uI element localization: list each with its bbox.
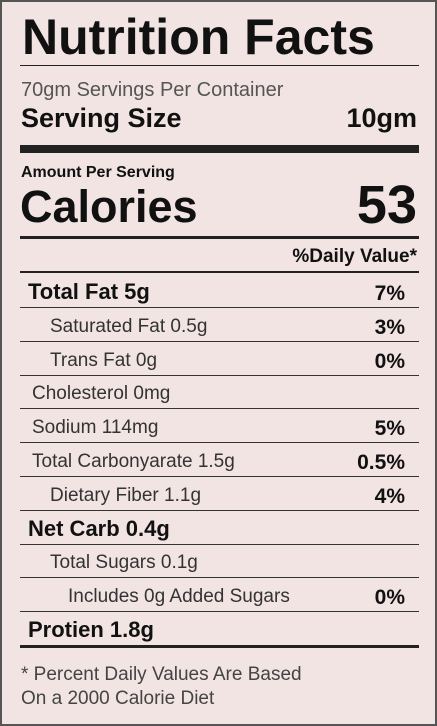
divider xyxy=(20,236,419,239)
row-label: Total Carbonyarate 1.5g xyxy=(32,451,235,472)
daily-value: 5% xyxy=(374,417,405,441)
serving-size-value: 10gm xyxy=(346,103,417,133)
divider xyxy=(20,645,419,648)
daily-value: 0.5% xyxy=(357,451,405,474)
daily-value: 7% xyxy=(374,282,405,305)
divider xyxy=(20,442,419,444)
row-label: Saturated Fat 0.5g xyxy=(50,315,208,337)
row-label: Total Fat 5g xyxy=(28,279,150,304)
row-label: Cholesterol 0mg xyxy=(32,383,171,405)
row-label: Dietary Fiber 1.1g xyxy=(50,484,202,506)
row-label: Trans Fat 0g xyxy=(50,349,158,371)
title: Nutrition Facts xyxy=(22,9,375,65)
divider xyxy=(20,611,419,613)
divider xyxy=(20,307,419,308)
divider xyxy=(20,408,419,410)
divider xyxy=(20,476,419,477)
calories-label: Calories xyxy=(20,181,198,232)
row-label: Net Carb 0.4g xyxy=(28,515,170,541)
row-label: Protien 1.8g xyxy=(28,617,154,642)
amount-label: Amount Per Serving xyxy=(21,164,175,181)
divider xyxy=(20,543,419,545)
thick-divider xyxy=(20,145,419,153)
row-label: Total Sugars 0.1g xyxy=(50,552,198,574)
calories-value: 53 xyxy=(356,175,417,235)
footnote: * Percent Daily Values Are Based xyxy=(21,664,302,685)
divider xyxy=(20,577,419,579)
footnote: On a 2000 Calorie Diet xyxy=(21,688,215,709)
divider xyxy=(20,271,419,273)
daily-value: 0% xyxy=(374,349,405,373)
divider xyxy=(20,509,419,511)
divider xyxy=(20,65,419,66)
row-label: Sodium 114mg xyxy=(32,417,159,439)
row-label: Includes 0g Added Sugars xyxy=(68,586,290,608)
daily-value: 0% xyxy=(374,586,405,610)
serving-size-label: Serving Size xyxy=(21,103,182,133)
daily-value-header: %Daily Value* xyxy=(292,246,417,267)
divider xyxy=(20,374,419,376)
servings: 70gm Servings Per Container xyxy=(21,79,284,101)
daily-value: 4% xyxy=(374,484,405,508)
daily-value: 3% xyxy=(374,315,405,339)
divider xyxy=(20,340,419,342)
